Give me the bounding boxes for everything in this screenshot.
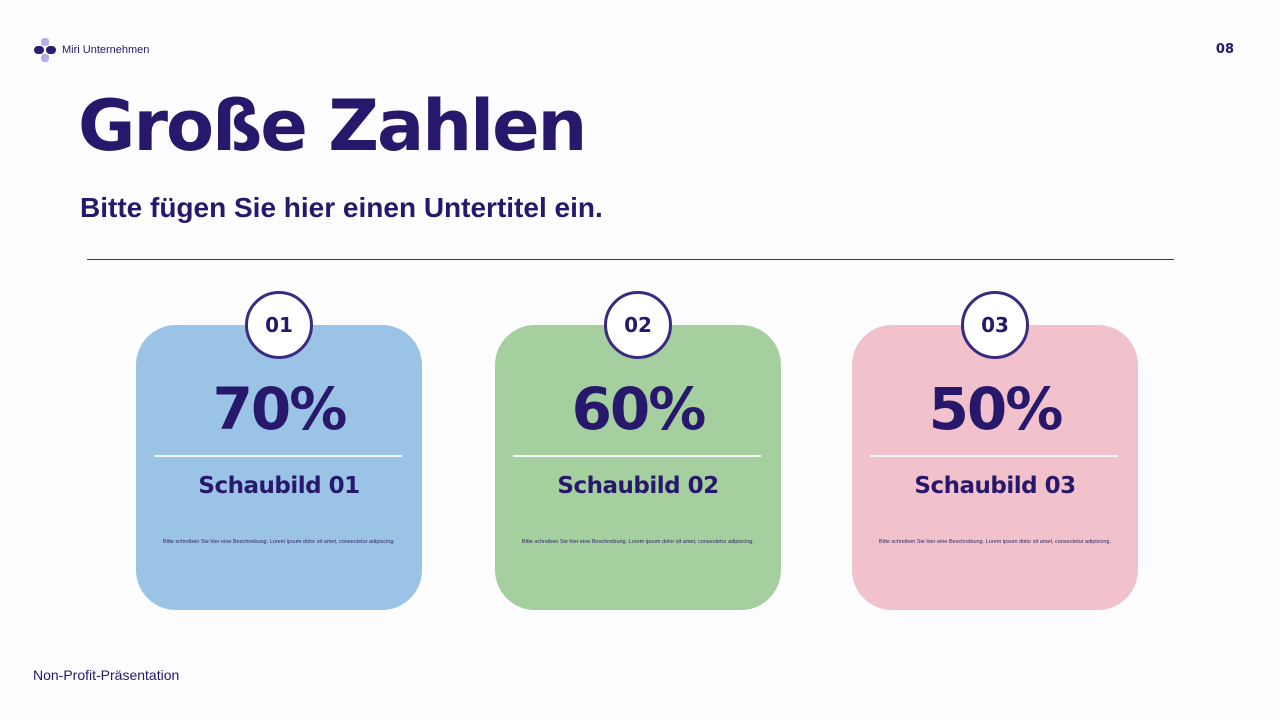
card-divider xyxy=(870,455,1118,457)
card-index-badge: 01 xyxy=(245,291,313,359)
stat-card-02: 02 60% Schaubild 02 Bitte schreiben Sie … xyxy=(495,291,781,610)
card-divider xyxy=(154,455,402,457)
logo-cross-icon xyxy=(34,38,56,62)
card-divider xyxy=(513,455,761,457)
stat-value: 60% xyxy=(571,375,707,443)
page-number: 08 xyxy=(1215,42,1234,57)
card-description: Bitte schreiben Sie hier eine Beschreibu… xyxy=(878,539,1112,545)
card-title: Schaubild 01 xyxy=(198,473,360,499)
title-divider xyxy=(87,259,1174,260)
company-name: Miri Unternehmen xyxy=(62,44,150,56)
card-index-badge: 03 xyxy=(961,291,1029,359)
footer-text: Non-Profit-Präsentation xyxy=(33,667,180,683)
company-logo: Miri Unternehmen xyxy=(34,38,149,62)
card-description: Bitte schreiben Sie hier eine Beschreibu… xyxy=(521,539,755,545)
card-index-badge: 02 xyxy=(604,291,672,359)
stat-card-03: 03 50% Schaubild 03 Bitte schreiben Sie … xyxy=(852,291,1138,610)
slide-subtitle: Bitte fügen Sie hier einen Untertitel ei… xyxy=(80,192,603,223)
stat-card-01: 01 70% Schaubild 01 Bitte schreiben Sie … xyxy=(136,291,422,610)
slide-title: Große Zahlen xyxy=(78,85,587,167)
stat-value: 50% xyxy=(928,375,1064,443)
stat-value: 70% xyxy=(212,375,348,443)
card-title: Schaubild 02 xyxy=(557,473,719,499)
card-description: Bitte schreiben Sie hier eine Beschreibu… xyxy=(162,539,396,545)
card-title: Schaubild 03 xyxy=(914,473,1076,499)
